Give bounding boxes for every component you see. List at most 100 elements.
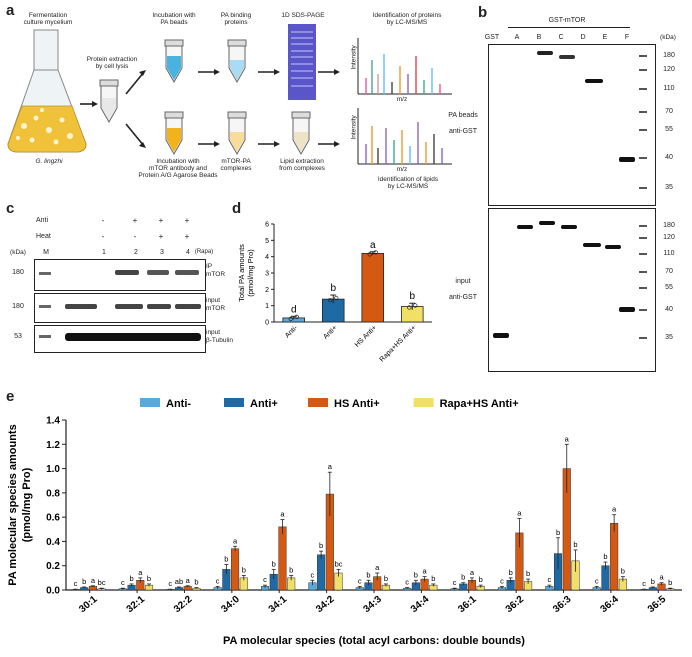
- lane-m: M: [43, 249, 49, 256]
- anti-lane1: -: [101, 216, 105, 225]
- significance-letter: c: [74, 579, 78, 588]
- significance-letter: b: [289, 565, 293, 574]
- protein-spectrum: [357, 38, 452, 95]
- significance-letter: b: [384, 574, 388, 583]
- significance-letter: d: [291, 304, 297, 315]
- x-tick-label: 36:3: [551, 594, 574, 616]
- blot-input-tubulin: [34, 325, 206, 353]
- significance-letter: b: [573, 540, 577, 549]
- chart-total-pa: 0 1 2 3 4 5 6 Total PA amounts (pmol/mg Pro) d Ant…: [237, 222, 432, 364]
- significance-letter: b: [147, 574, 151, 583]
- legend-swatch: [413, 398, 434, 407]
- kda-label-c: (kDa): [10, 249, 26, 256]
- bar: [361, 253, 385, 323]
- sds-page-gel: [288, 24, 316, 100]
- marker-top-40: 40: [665, 154, 673, 161]
- significance-letter: b: [409, 291, 415, 302]
- marker-top-120: 120: [663, 66, 675, 73]
- intensity-label-bottom: Intensity: [350, 115, 358, 140]
- significance-letter: a: [370, 240, 376, 251]
- data-point: [288, 316, 293, 322]
- blot-ip-mtor: [34, 259, 206, 291]
- lipid-tube: [291, 111, 311, 156]
- x-tick-label: 34:4: [409, 594, 432, 616]
- x-tick-label: 30:1: [77, 594, 100, 616]
- row-heat-label: Heat: [36, 233, 51, 240]
- bar: [610, 522, 619, 591]
- significance-letter: c: [642, 579, 646, 588]
- significance-letter: c: [358, 576, 362, 585]
- lane-c: C: [558, 34, 564, 41]
- legend-label: Anti+: [250, 398, 278, 410]
- extraction-label: Protein extraction by cell lysis: [86, 56, 138, 70]
- x-axis-label: PA molecular species (total acyl carbons…: [223, 635, 525, 647]
- x-tick-label: 36:5: [646, 594, 669, 616]
- blot2-label1: input: [206, 297, 221, 304]
- y-tick-label: 0.0: [46, 586, 60, 597]
- significance-letter: b: [621, 567, 625, 576]
- significance-letter: b: [414, 570, 418, 579]
- y-axis-label: Total PA amounts: [237, 244, 246, 302]
- significance-letter: c: [500, 576, 504, 585]
- significance-letter: b: [272, 559, 276, 568]
- significance-letter: a: [612, 505, 617, 514]
- x-tick-label: 36:4: [598, 594, 621, 616]
- data-point: [328, 297, 333, 303]
- x-tick-label: 34:3: [362, 594, 385, 616]
- x-tick-label: 34:2: [314, 594, 337, 616]
- bar: [278, 526, 287, 591]
- panel-label-c: c: [6, 200, 15, 217]
- chart-pa-species: Anti- Anti+ HS Anti+ Rapa+HS Anti+ 0.0 0.2 0.4…: [7, 398, 682, 647]
- significance-letter: a: [423, 567, 428, 576]
- y-tick-label: 0.6: [46, 513, 60, 524]
- data-point: [407, 305, 412, 310]
- blot-pa-beads: [488, 44, 656, 206]
- y-tick-label: 1.0: [46, 464, 60, 475]
- y-tick-label: 1.4: [46, 416, 60, 427]
- species-label: G. lingzhi: [35, 158, 63, 165]
- bar: [231, 548, 240, 591]
- marker-bot-35: 35: [665, 334, 673, 341]
- kda-label-b: (kDa): [660, 34, 676, 41]
- significance-letter: b: [526, 569, 530, 578]
- x-tick-label: Anti+: [322, 324, 338, 340]
- panel-label-a: a: [6, 2, 15, 19]
- marker-bot-40: 40: [665, 306, 673, 313]
- lane-b: B: [536, 34, 542, 41]
- significance-letter: c: [547, 575, 551, 584]
- significance-letter: b: [668, 578, 672, 587]
- panel-b-blot: GST-mTOR GST A B C D E F (kDa): [440, 0, 692, 380]
- significance-letter: c: [453, 578, 457, 587]
- y-tick-label: 0.2: [46, 561, 60, 572]
- y-tick-label: 5: [265, 238, 269, 245]
- significance-letter: a: [517, 508, 522, 517]
- x-tick-label: 34:0: [219, 594, 242, 616]
- panel-label-b: b: [478, 4, 488, 21]
- gst-mtor-header: GST-mTOR: [548, 17, 586, 24]
- blot-input-tubulin-bands: [39, 333, 201, 341]
- blot-input: [488, 208, 656, 372]
- data-point: [294, 314, 299, 320]
- data-point: [334, 295, 339, 301]
- lane-3: 3: [160, 249, 164, 256]
- marker-top-55: 55: [665, 126, 673, 133]
- significance-letter: bc: [98, 578, 106, 587]
- data-point: [367, 252, 372, 257]
- lysate-tube: [99, 79, 119, 124]
- anti-lane3: +: [158, 216, 164, 225]
- anti-lane4: +: [184, 216, 190, 225]
- lane-2: 2: [134, 249, 138, 256]
- y-axis-label: (pmol/mg Pro): [246, 249, 255, 297]
- legend-label: HS Anti+: [334, 398, 380, 410]
- significance-letter: a: [280, 510, 285, 519]
- marker-bot-180: 180: [663, 222, 675, 229]
- rapa-label: (Rapa): [194, 249, 214, 255]
- blot2-label2: mTOR: [206, 305, 226, 312]
- y-tick-label: 1.2: [46, 440, 60, 451]
- top-label-pa-beads: PA beads: [448, 112, 478, 119]
- significance-letter: b: [242, 565, 246, 574]
- y-axis-label: PA molecular species amounts: [7, 424, 19, 585]
- significance-letter: ab: [175, 577, 183, 586]
- blot-input-bands: [493, 221, 647, 339]
- y-tick-label: 0.8: [46, 488, 60, 499]
